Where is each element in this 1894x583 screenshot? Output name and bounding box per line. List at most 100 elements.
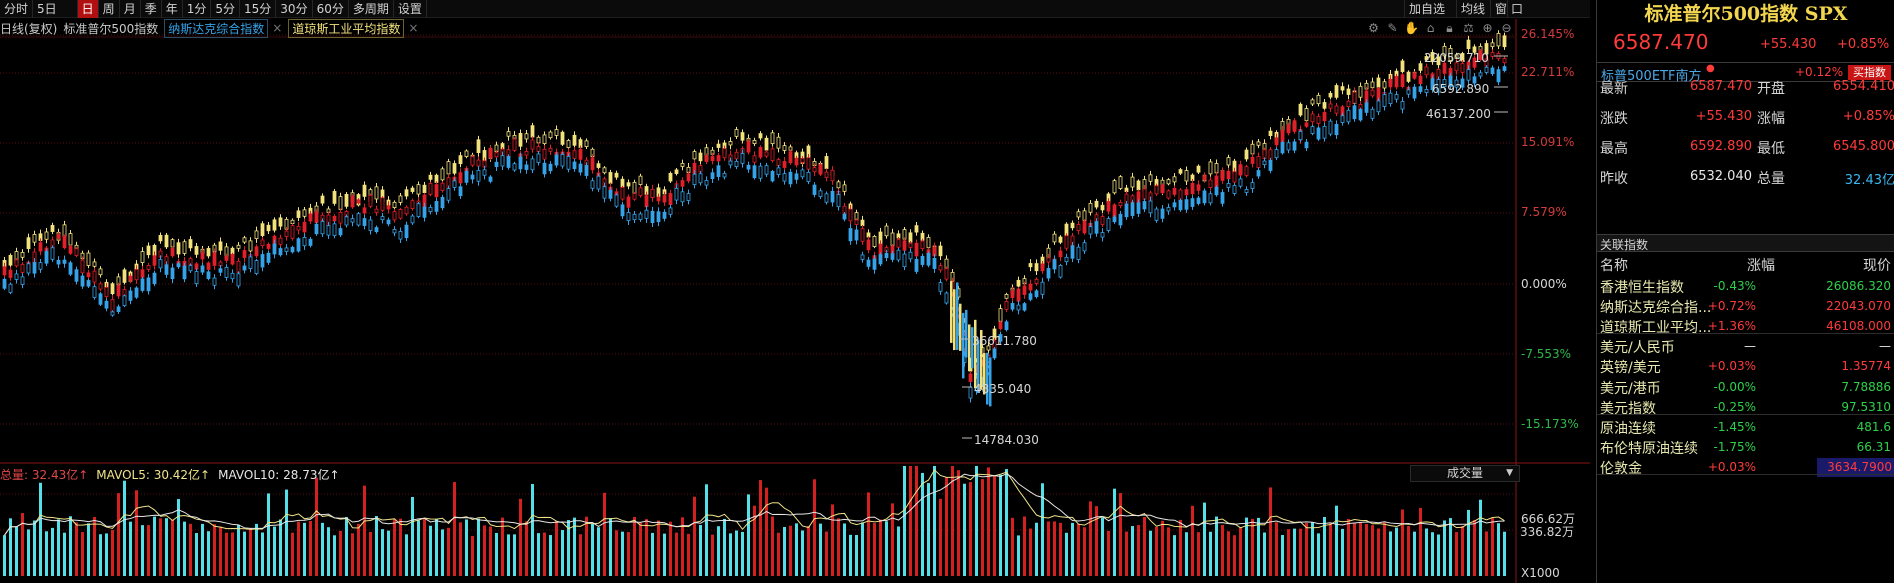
quote-key: 涨跌 [1600, 111, 1628, 127]
lock-icon[interactable]: 🔒︎ [1446, 20, 1453, 35]
pen-icon[interactable]: ✎ [1387, 21, 1398, 35]
overlay-dowjones-tag[interactable]: 道琼斯工业平均指数 [288, 18, 405, 38]
dowjones-candle [1268, 130, 1273, 137]
dowjones-candle [1442, 45, 1447, 57]
plus-icon[interactable]: ⊕ [1482, 21, 1493, 35]
col-price[interactable]: 现价 [1863, 258, 1891, 274]
add-watchlist-button[interactable]: 加自选 [1404, 0, 1449, 18]
nasdaq-candle [830, 190, 835, 203]
col-pct[interactable]: 涨幅 [1747, 258, 1775, 274]
period-tab[interactable]: 周 [99, 0, 120, 18]
related-index-row[interactable]: 英镑/美元 +0.03% 1.35774 [1597, 354, 1894, 376]
volume-bar [135, 490, 138, 576]
chevron-down-icon: ▼ [1506, 468, 1513, 478]
price-chart[interactable] [0, 0, 1590, 583]
dowjones-candle [344, 193, 349, 207]
related-index-pct: +0.03% [1707, 459, 1756, 474]
volume-bar [1239, 527, 1242, 576]
period-tab[interactable]: 30分 [276, 0, 313, 18]
spx-candle [1310, 113, 1315, 123]
panel-toggle-button[interactable]: 口 [1507, 0, 1525, 18]
period-tab[interactable]: 5分 [211, 0, 241, 18]
nasdaq-candle [794, 173, 799, 180]
volume-bar [735, 530, 738, 576]
period-tab[interactable]: 5日 [33, 0, 78, 18]
overlay-nasdaq-tag[interactable]: 纳斯达克综合指数 [164, 18, 269, 38]
volume-indicator-select[interactable]: 成交量 ▼ [1410, 465, 1520, 482]
dowjones-candle [374, 186, 379, 200]
nasdaq-candle [1160, 208, 1165, 219]
settings-icon[interactable]: ⚙ [1368, 21, 1379, 35]
nasdaq-candle [1274, 149, 1279, 159]
related-index-pct: -1.45% [1713, 419, 1756, 434]
nasdaq-candle [338, 228, 343, 236]
dowjones-candle [1490, 42, 1495, 48]
volume-bar [1155, 526, 1158, 576]
spx-candle [1010, 290, 1015, 299]
volume-bar [1323, 517, 1326, 576]
related-index-row[interactable]: 道琼斯工业平均... +1.36% 46108.000 [1597, 314, 1894, 336]
etf-name[interactable]: 标普500ETF南方 [1601, 69, 1702, 84]
window-button[interactable]: 窗 [1490, 0, 1511, 18]
dowjones-candle [1004, 294, 1009, 299]
period-tab[interactable]: 月 [120, 0, 141, 18]
buy-index-button[interactable]: 买指数 [1848, 65, 1891, 80]
period-tab[interactable]: 年 [162, 0, 183, 18]
spx-candle [746, 141, 751, 153]
col-name[interactable]: 名称 [1600, 258, 1628, 274]
related-index-row[interactable]: 布伦特原油连续 -1.75% 66.31 [1597, 435, 1894, 457]
related-index-row[interactable]: 纳斯达克综合指... +0.72% 22043.070 [1597, 294, 1894, 316]
nasdaq-candle [230, 272, 235, 280]
volume-bar [1161, 520, 1164, 576]
period-tab[interactable]: 日 [77, 0, 99, 18]
nasdaq-candle [836, 194, 841, 208]
related-index-price: 3634.7900 [1817, 457, 1894, 477]
volume-bar [117, 493, 120, 576]
spx-candle [92, 270, 97, 283]
scale-icon[interactable]: ⚖ [1463, 21, 1474, 35]
period-tab[interactable]: 60分 [313, 0, 349, 18]
period-tab[interactable]: 分时 [0, 0, 34, 18]
hand-icon[interactable]: ✋ [1404, 21, 1419, 35]
volume-bar [1011, 517, 1014, 576]
volume-bar [1383, 522, 1386, 576]
volume-bar [861, 522, 864, 576]
related-index-row[interactable]: 美元/港币 -0.00% 7.78886 [1597, 375, 1894, 397]
home-icon[interactable]: ⌂ [1426, 21, 1435, 35]
period-tab[interactable]: 季 [141, 0, 162, 18]
related-etf-row[interactable]: 标普500ETF南方 ● +0.12% 买指数 [1597, 62, 1894, 84]
related-index-row[interactable]: 原油连续 -1.45% 481.6 [1597, 415, 1894, 437]
related-index-name: 伦敦金 [1600, 460, 1642, 477]
nasdaq-candle [1310, 126, 1315, 134]
related-index-row[interactable]: 伦敦金 +0.03% 3634.7900 [1597, 455, 1894, 477]
period-tab[interactable]: 1分 [183, 0, 212, 18]
period-tab[interactable]: 15分 [240, 0, 277, 18]
dowjones-candle [32, 234, 37, 243]
dowjones-candle [770, 132, 775, 145]
total-volume: 总量: 32.43亿↑ [0, 467, 89, 482]
nasdaq-candle [1130, 202, 1135, 216]
volume-bar [753, 505, 756, 576]
ma-button[interactable]: 均线 [1456, 0, 1489, 18]
related-index-row[interactable]: 香港恒生指数 -0.43% 26086.320 [1597, 274, 1894, 296]
dowjones-candle [428, 174, 433, 180]
related-index-row[interactable]: 美元指数 -0.25% 97.5310 [1597, 395, 1894, 417]
volume-bar [537, 533, 540, 576]
related-index-price: 1.35774 [1841, 359, 1891, 374]
minus-icon[interactable]: ⊖ [1501, 21, 1512, 35]
dowjones-candle [1208, 161, 1213, 175]
close-overlay-dowjones-icon[interactable]: × [408, 21, 419, 35]
volume-bar [627, 532, 630, 576]
close-overlay-nasdaq-icon[interactable]: × [272, 21, 283, 35]
dowjones-candle [50, 224, 55, 232]
nasdaq-candle [578, 163, 583, 173]
volume-bar [165, 518, 168, 576]
spx-candle [824, 171, 829, 179]
period-tab[interactable]: 多周期 [349, 0, 394, 18]
related-index-row[interactable]: 美元/人民币 — — [1597, 334, 1894, 356]
volume-bar [15, 526, 18, 576]
period-tab[interactable]: 设置 [394, 0, 427, 18]
axis-label-pct: 26.145% [1521, 27, 1575, 41]
dowjones-candle [404, 189, 409, 197]
dowjones-candle [602, 167, 607, 174]
